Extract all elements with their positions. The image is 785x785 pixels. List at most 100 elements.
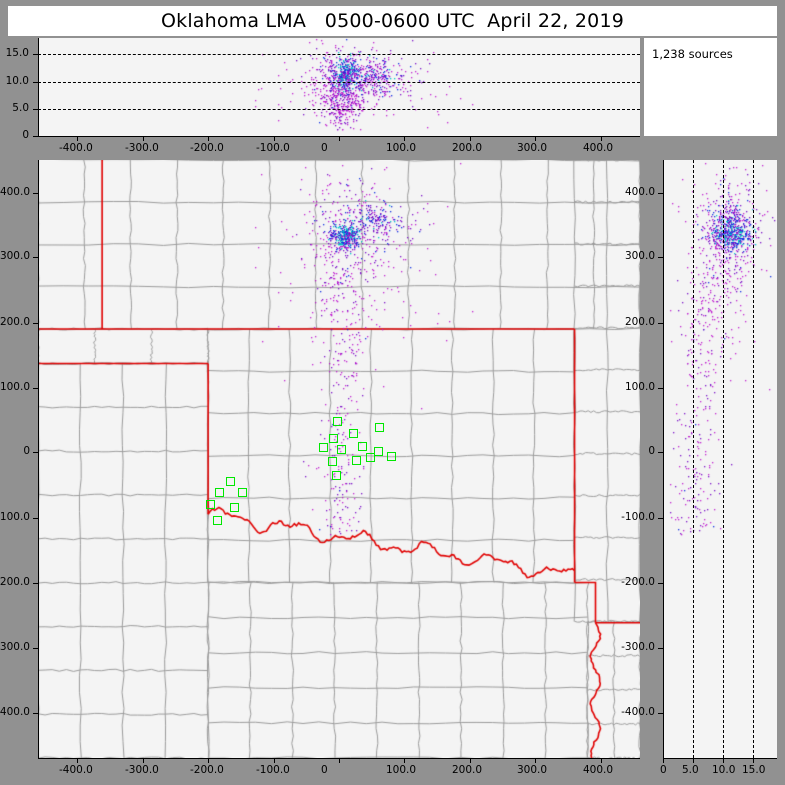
axis-tick-label: 100.0: [386, 142, 417, 154]
axis-tick-label: 0: [660, 764, 667, 776]
lma-station-marker: [318, 442, 328, 452]
axis-line: [33, 648, 38, 649]
lma-station-marker: [348, 428, 358, 438]
gridline-altitude: [38, 109, 640, 110]
lma-station-marker: [229, 502, 239, 512]
axis-tick-label: 0: [321, 142, 328, 154]
axis-tick-label: 100.0: [386, 764, 417, 776]
axis-tick-label: -300.0: [621, 641, 655, 653]
axis-line: [339, 136, 340, 141]
axis-line: [38, 38, 39, 136]
title-bar: Oklahoma LMA 0500-0600 UTC April 22, 201…: [8, 6, 777, 36]
axis-line: [658, 518, 663, 519]
axis-line: [339, 758, 340, 763]
source-count-label: 1,238 sources: [652, 47, 733, 61]
axis-tick-label: -200.0: [621, 576, 655, 588]
top-panel-sources: [38, 38, 640, 136]
axis-line: [753, 758, 754, 763]
axis-line: [33, 518, 38, 519]
axis-line: [693, 758, 694, 763]
axis-tick-label: 300.0: [0, 250, 30, 262]
lma-station-marker: [373, 446, 383, 456]
gridline-altitude: [693, 160, 694, 758]
lma-station-marker: [358, 441, 368, 451]
lma-station-marker: [375, 423, 385, 433]
axis-tick-label: -200.0: [0, 576, 30, 588]
axis-line: [658, 648, 663, 649]
axis-tick-label: 200.0: [0, 316, 30, 328]
lma-station-marker: [215, 488, 225, 498]
axis-line: [33, 388, 38, 389]
axis-line: [143, 136, 144, 141]
lma-station-marker: [365, 453, 375, 463]
axis-tick-label: 5.0: [682, 764, 699, 776]
axis-tick-label: 10.0: [712, 764, 736, 776]
axis-tick-label: 0: [321, 764, 328, 776]
axis-tick-label: -200.0: [190, 764, 224, 776]
axis-tick-label: -100.0: [256, 142, 290, 154]
lma-station-marker: [237, 488, 247, 498]
axis-tick-label: 200.0: [624, 316, 655, 328]
axis-tick-label: 100.0: [0, 381, 30, 393]
axis-line: [658, 452, 663, 453]
axis-line: [658, 323, 663, 324]
right-panel-sources: [663, 160, 777, 758]
panel-altitude-vs-east: [38, 38, 640, 136]
axis-tick-label: 5.0: [12, 102, 29, 114]
gridline-altitude: [38, 54, 640, 55]
axis-line: [33, 257, 38, 258]
axis-line: [535, 758, 536, 763]
axis-line: [33, 54, 38, 55]
gridline-altitude: [753, 160, 754, 758]
axis-line: [470, 136, 471, 141]
axis-line: [404, 758, 405, 763]
panel-plan-view-map: [38, 160, 640, 758]
axis-line: [208, 136, 209, 141]
gridline-altitude: [38, 82, 640, 83]
axis-tick-label: 15.0: [5, 47, 29, 59]
axis-tick-label: 300.0: [517, 764, 548, 776]
lma-station-marker: [386, 451, 396, 461]
axis-tick-label: -100.0: [0, 511, 30, 523]
lma-station-marker: [225, 476, 235, 486]
axis-tick-label: 400.0: [583, 764, 614, 776]
axis-tick-label: -100.0: [621, 511, 655, 523]
axis-tick-label: -400.0: [59, 142, 93, 154]
lma-station-marker: [329, 433, 339, 443]
lma-station-marker: [351, 455, 361, 465]
axis-line: [404, 136, 405, 141]
lma-station-marker: [333, 416, 343, 426]
axis-tick-label: -300.0: [125, 142, 159, 154]
map-sources: [38, 160, 640, 758]
axis-line: [470, 758, 471, 763]
axis-line: [658, 257, 663, 258]
axis-tick-label: -200.0: [190, 142, 224, 154]
axis-line: [33, 713, 38, 714]
axis-line: [601, 136, 602, 141]
axis-line: [38, 160, 39, 758]
axis-tick-label: 0: [23, 445, 30, 457]
axis-line: [77, 136, 78, 141]
axis-tick-label: 15.0: [742, 764, 766, 776]
axis-line: [77, 758, 78, 763]
axis-tick-label: 100.0: [624, 381, 655, 393]
axis-tick-label: 200.0: [452, 142, 483, 154]
axis-tick-label: 10.0: [5, 75, 29, 87]
axis-tick-label: 0: [22, 129, 29, 141]
panel-altitude-vs-north: [663, 160, 777, 758]
lma-station-marker: [337, 445, 347, 455]
axis-line: [33, 323, 38, 324]
axis-line: [33, 583, 38, 584]
axis-tick-label: -100.0: [256, 764, 290, 776]
axis-line: [663, 758, 777, 759]
axis-tick-label: 400.0: [0, 186, 30, 198]
axis-tick-label: -300.0: [125, 764, 159, 776]
axis-line: [33, 82, 38, 83]
gridline-altitude: [723, 160, 724, 758]
axis-line: [601, 758, 602, 763]
lma-station-marker: [327, 457, 337, 467]
axis-tick-label: 300.0: [517, 142, 548, 154]
axis-line: [723, 758, 724, 763]
axis-line: [658, 388, 663, 389]
axis-tick-label: -400.0: [621, 706, 655, 718]
